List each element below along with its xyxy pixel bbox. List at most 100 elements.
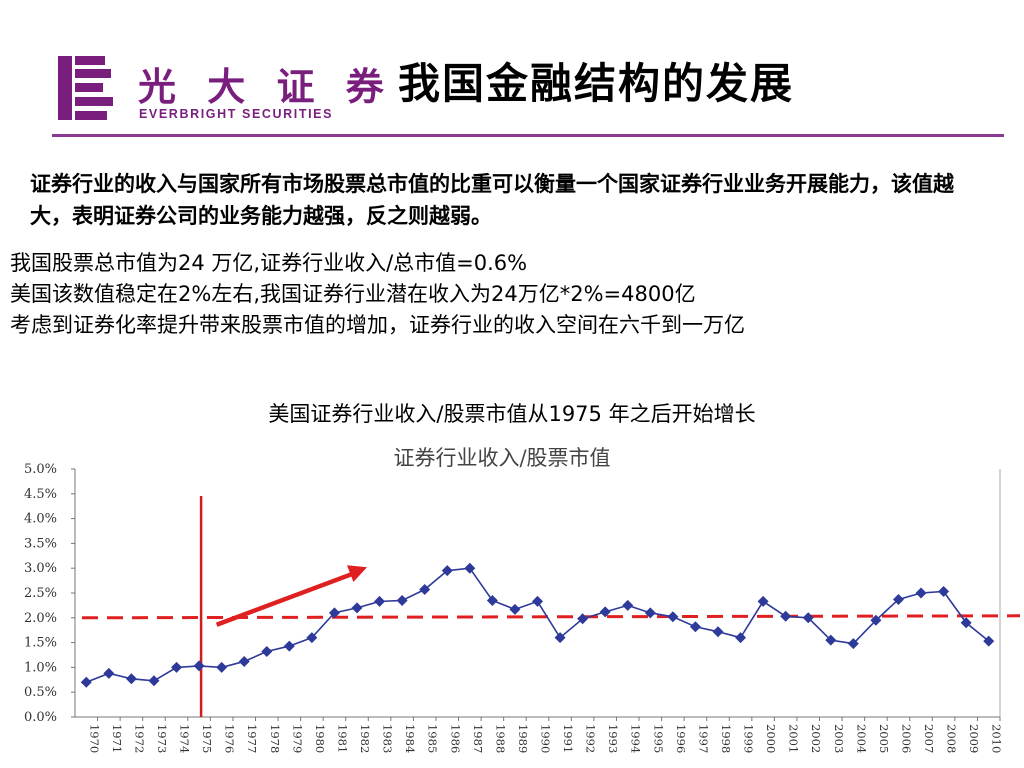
everbright-logo-icon xyxy=(58,56,113,120)
data-point xyxy=(486,594,498,606)
point-1: 我国股票总市值为24 万亿,证券行业收入/总市值=0.6% xyxy=(10,251,528,275)
data-point xyxy=(712,626,724,638)
x-tick-label: 1983 xyxy=(381,724,395,753)
data-point xyxy=(554,632,566,644)
x-tick-label: 1987 xyxy=(471,724,485,753)
logo-english-name: EVERBRIGHT SECURITIES xyxy=(139,107,334,121)
y-tick-label: 4.0% xyxy=(24,512,57,527)
chart-series xyxy=(80,562,995,688)
x-tick-label: 1994 xyxy=(629,724,643,753)
x-tick-label: 2004 xyxy=(854,724,868,753)
y-tick-label: 4.5% xyxy=(24,487,57,502)
y-tick-label: 3.0% xyxy=(24,561,57,576)
data-point xyxy=(464,562,476,574)
x-tick-label: 2006 xyxy=(899,724,913,753)
y-tick-label: 3.5% xyxy=(24,536,57,551)
data-point xyxy=(892,593,904,605)
x-tick-label: 1974 xyxy=(178,724,192,753)
data-point xyxy=(171,661,183,673)
x-tick-label: 2002 xyxy=(809,724,823,753)
data-point xyxy=(599,606,611,618)
x-tick-label: 1982 xyxy=(358,724,372,753)
chart-title: 证券行业收入/股票市值 xyxy=(393,446,610,470)
chart-overlays xyxy=(81,496,1021,717)
data-point xyxy=(261,646,273,658)
x-tick-label: 1986 xyxy=(448,724,462,753)
x-tick-label: 1997 xyxy=(696,724,710,753)
x-tick-label: 1975 xyxy=(200,724,214,753)
key-points: 我国股票总市值为24 万亿,证券行业收入/总市值=0.6% 美国该数值稳定在2%… xyxy=(10,248,1020,341)
y-tick-label: 2.0% xyxy=(24,611,57,626)
intro-paragraph: 证券行业的收入与国家所有市场股票总市值的比重可以衡量一个国家证券行业业务开展能力… xyxy=(30,172,954,228)
x-tick-label: 2009 xyxy=(967,724,981,753)
data-point xyxy=(802,612,814,624)
x-tick-label: 1996 xyxy=(674,724,688,753)
x-tick-label: 1977 xyxy=(245,724,259,753)
y-tick-label: 0.0% xyxy=(24,710,57,725)
data-point xyxy=(938,586,950,598)
ratio-line-chart: 证券行业收入/股票市值 0.0% 0.5% 1.0% 1.5% 2.0% 2.5% 3.0%… xyxy=(24,446,1021,753)
x-tick-label: 1992 xyxy=(584,724,598,753)
data-point xyxy=(509,603,521,615)
data-point xyxy=(532,595,543,607)
x-tick-label: 1984 xyxy=(403,724,417,753)
data-point xyxy=(915,587,927,599)
x-tick-label: 1970 xyxy=(87,724,101,753)
data-point xyxy=(825,634,837,646)
x-tick-label: 2005 xyxy=(877,724,891,753)
data-point xyxy=(667,611,679,623)
data-point xyxy=(735,632,747,644)
header-divider xyxy=(52,134,1004,137)
data-point xyxy=(283,640,295,652)
data-point xyxy=(396,594,408,606)
x-tick-label: 1981 xyxy=(335,724,349,753)
x-tick-label: 2008 xyxy=(945,724,959,753)
data-point xyxy=(622,599,634,611)
data-point xyxy=(644,607,656,619)
point-2: 美国该数值稳定在2%左右,我国证券行业潜在收入为24万亿*2%=4800亿 xyxy=(10,282,696,306)
data-point xyxy=(80,676,92,688)
x-tick-label: 2001 xyxy=(787,724,801,753)
data-point xyxy=(847,638,859,650)
data-point xyxy=(374,595,386,607)
page-title: 我国金融结构的发展 xyxy=(398,59,795,108)
x-tick-label: 1989 xyxy=(516,724,530,753)
data-point xyxy=(780,610,792,622)
x-tick-label: 1971 xyxy=(110,724,124,753)
data-point xyxy=(960,617,972,629)
y-tick-label: 5.0% xyxy=(24,462,57,477)
x-tick-label: 1985 xyxy=(426,724,440,753)
x-tick-label: 2003 xyxy=(832,724,846,753)
x-tick-label: 2000 xyxy=(764,724,778,753)
trend-arrow-shaft xyxy=(215,570,358,627)
data-point xyxy=(193,660,205,672)
point-3: 考虑到证券化率提升带来股票市值的增加，证券行业的收入空间在六千到一万亿 xyxy=(10,313,745,337)
x-tick-label: 1976 xyxy=(223,724,237,753)
y-tick-label: 1.0% xyxy=(24,660,57,675)
data-point xyxy=(757,595,769,607)
chart-axes: 0.0% 0.5% 1.0% 1.5% 2.0% 2.5% 3.0% 3.5% 4.0% 4.5%… xyxy=(24,462,1004,753)
data-point xyxy=(577,613,589,625)
x-tick-label: 1978 xyxy=(268,724,282,753)
chart-caption: 美国证券行业收入/股票市值从1975 年之后开始增长 xyxy=(268,402,756,426)
data-point xyxy=(306,632,318,644)
data-point xyxy=(103,667,115,679)
y-tick-label: 0.5% xyxy=(24,685,57,700)
x-tick-label: 1973 xyxy=(155,724,169,753)
x-tick-label: 1979 xyxy=(290,724,304,753)
x-tick-label: 1988 xyxy=(493,724,507,753)
x-tick-label: 1980 xyxy=(313,724,327,753)
y-tick-label: 1.5% xyxy=(24,636,57,651)
data-point xyxy=(441,565,453,577)
company-logo: 光 大 证 券 EVERBRIGHT SECURITIES xyxy=(58,50,384,130)
data-point xyxy=(351,602,363,614)
x-tick-label: 1999 xyxy=(742,724,756,753)
data-point xyxy=(238,655,250,667)
x-tick-label: 2010 xyxy=(990,724,1004,753)
data-point xyxy=(870,614,882,626)
data-point xyxy=(983,635,995,647)
data-point xyxy=(689,621,701,633)
trend-arrow-head xyxy=(346,565,368,583)
x-tick-label: 2007 xyxy=(922,724,936,753)
x-tick-label: 1991 xyxy=(561,724,575,753)
